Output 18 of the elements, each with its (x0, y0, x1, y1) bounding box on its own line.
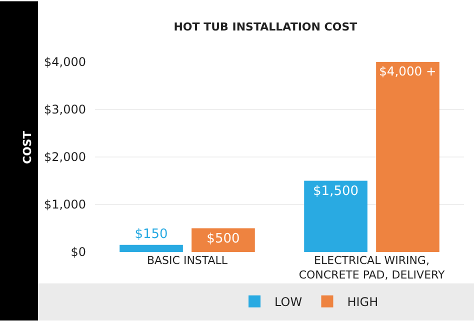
legend-label: HIGH (347, 295, 378, 310)
data-label: $500 (206, 231, 240, 246)
legend-label: LOW (274, 295, 302, 310)
y-tick-label: $0 (70, 245, 86, 260)
y-tick-label: $1,000 (44, 198, 86, 212)
y-axis-title: COST (21, 130, 34, 164)
y-tick-label: $3,000 (44, 102, 86, 117)
data-label: $1,500 (313, 184, 359, 199)
chart-title: HOT TUB INSTALLATION COST (174, 20, 358, 34)
bar (304, 180, 368, 252)
y-tick-label: $2,000 (44, 150, 86, 164)
y-tick-label: $4,000 (44, 55, 86, 70)
data-label: $4,000 + (379, 64, 436, 78)
bar (120, 244, 183, 252)
data-label: $150 (134, 226, 168, 242)
bar (376, 62, 440, 252)
x-tick-label: BASIC INSTALL (146, 254, 228, 267)
x-tick-label: ELECTRICAL WIRING, CONCRETE PAD, DELIVERY (298, 254, 445, 282)
